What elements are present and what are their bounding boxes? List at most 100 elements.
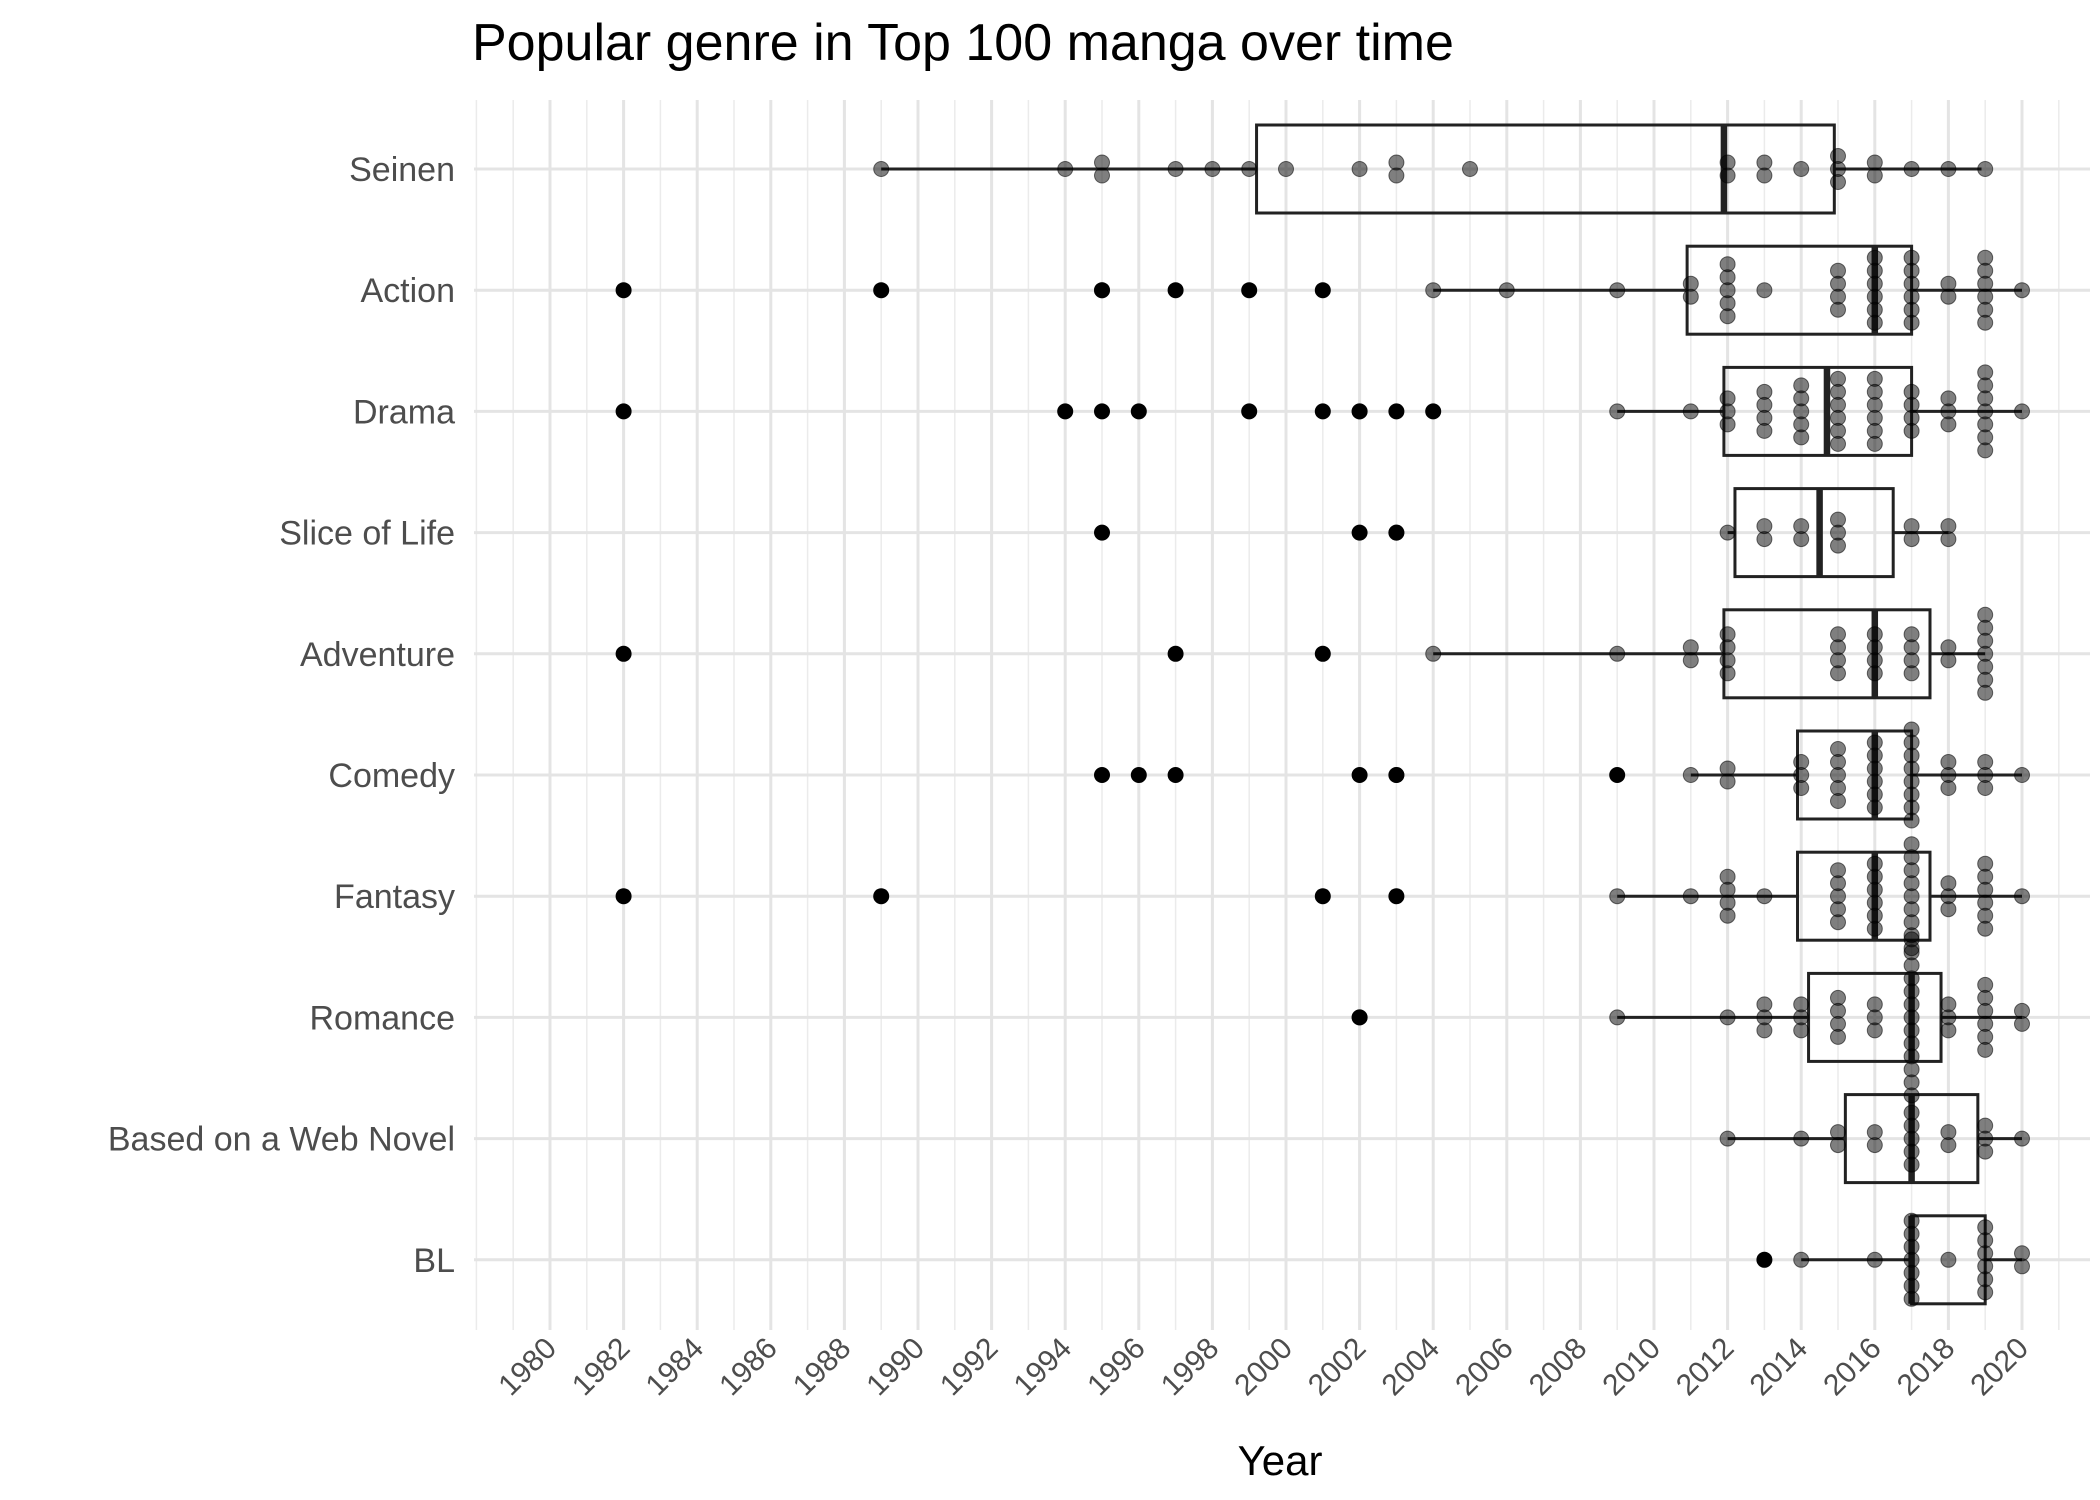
data-point [1830, 793, 1846, 809]
outlier-point [873, 282, 890, 299]
box-layer [881, 123, 2022, 1306]
data-point [1609, 403, 1626, 420]
outlier-point [1314, 645, 1331, 662]
data-point [1498, 282, 1515, 299]
chart-title: Popular genre in Top 100 manga over time [472, 14, 1454, 72]
data-point [1609, 282, 1626, 299]
y-tick-label: Adventure [300, 636, 455, 674]
data-point [1719, 773, 1736, 790]
outlier-point [1130, 767, 1147, 783]
data-point [1756, 888, 1773, 905]
data-point [1204, 161, 1221, 177]
data-point [1793, 780, 1810, 796]
x-tick-label: 1988 [787, 1332, 858, 1403]
y-axis: Seinen Action Drama Slice of Life Adventure C… [108, 151, 455, 1280]
data-point [1609, 1009, 1626, 1026]
data-point [1940, 416, 1957, 433]
data-point [1940, 1137, 1957, 1154]
data-point [1793, 1130, 1810, 1147]
data-point [1351, 403, 1368, 420]
data-point [1388, 167, 1405, 184]
outlier-point [1094, 767, 1110, 783]
outlier-point [615, 888, 632, 905]
x-tick-label: 1990 [860, 1332, 931, 1403]
y-tick-label: Drama [353, 393, 455, 431]
y-tick-label: Romance [309, 999, 455, 1037]
y-tick-label: BL [413, 1242, 455, 1280]
data-point [1682, 888, 1699, 905]
data-point [1903, 1087, 1920, 1104]
data-point [1866, 314, 1883, 331]
data-point [1278, 161, 1294, 177]
data-point [1903, 531, 1920, 548]
data-point [1425, 282, 1442, 299]
data-point [1866, 435, 1883, 452]
y-tick-label: Fantasy [334, 878, 455, 916]
data-point [2014, 1015, 2030, 1032]
data-point [1830, 914, 1846, 931]
outlier-point [1057, 403, 1074, 420]
data-point [1977, 780, 1994, 796]
data-point [1351, 1009, 1368, 1026]
outlier-point [1425, 403, 1442, 420]
x-tick-label: 2018 [1891, 1332, 1962, 1403]
x-tick-label: 2002 [1302, 1332, 1373, 1403]
data-point [1719, 524, 1736, 541]
data-point [1830, 435, 1846, 452]
data-point [1977, 161, 1994, 177]
data-point [1940, 780, 1957, 796]
data-point [1756, 531, 1773, 548]
outlier-point [1094, 403, 1110, 420]
data-point [1793, 1251, 1810, 1268]
x-tick-label: 1982 [566, 1332, 637, 1403]
x-tick-label: 1996 [1081, 1332, 1152, 1403]
outlier-point [1609, 767, 1626, 783]
data-point [1940, 288, 1957, 305]
x-axis: 1980 1982 1984 1986 1988 1990 1992 1994 1996 1998… [492, 1332, 2035, 1403]
data-point [1866, 167, 1883, 184]
data-point [1756, 167, 1773, 184]
data-point [1866, 920, 1883, 937]
data-point [1903, 665, 1920, 682]
data-point [1682, 767, 1699, 783]
y-tick-label: Seinen [349, 151, 455, 189]
data-point [1682, 403, 1699, 420]
data-point [1903, 1290, 1920, 1307]
data-point [1719, 167, 1736, 184]
y-tick-label: Based on a Web Novel [108, 1121, 455, 1159]
outlier-point [873, 888, 890, 905]
data-point [1719, 907, 1736, 924]
x-tick-label: 1998 [1155, 1332, 1226, 1403]
data-point [2014, 767, 2030, 783]
data-point [1903, 161, 1920, 177]
data-point [1940, 161, 1957, 177]
data-point [1462, 161, 1478, 177]
data-point [1940, 901, 1957, 918]
outlier-point [1241, 282, 1258, 299]
data-point [1977, 1284, 1994, 1301]
data-point [1756, 1022, 1773, 1039]
y-tick-label: Slice of Life [279, 515, 455, 553]
data-point [1977, 314, 1994, 331]
data-point [1609, 888, 1626, 905]
data-point [1940, 652, 1957, 669]
data-point [2014, 1258, 2030, 1275]
data-point [1940, 1251, 1957, 1268]
data-point [2014, 403, 2030, 420]
data-point [873, 161, 890, 177]
data-point [1830, 301, 1846, 318]
data-point [1977, 1143, 1994, 1160]
outlier-point [1388, 403, 1405, 420]
data-point [1830, 174, 1846, 190]
data-point [1425, 645, 1442, 662]
data-point [1977, 920, 1994, 937]
data-point [2014, 282, 2030, 299]
data-point [2014, 888, 2030, 905]
x-tick-label: 2004 [1376, 1332, 1447, 1403]
data-point [1793, 1022, 1810, 1039]
data-point [1866, 1022, 1883, 1039]
data-point [1866, 665, 1883, 682]
x-tick-label: 1986 [713, 1332, 784, 1403]
outlier-point [1241, 403, 1258, 420]
